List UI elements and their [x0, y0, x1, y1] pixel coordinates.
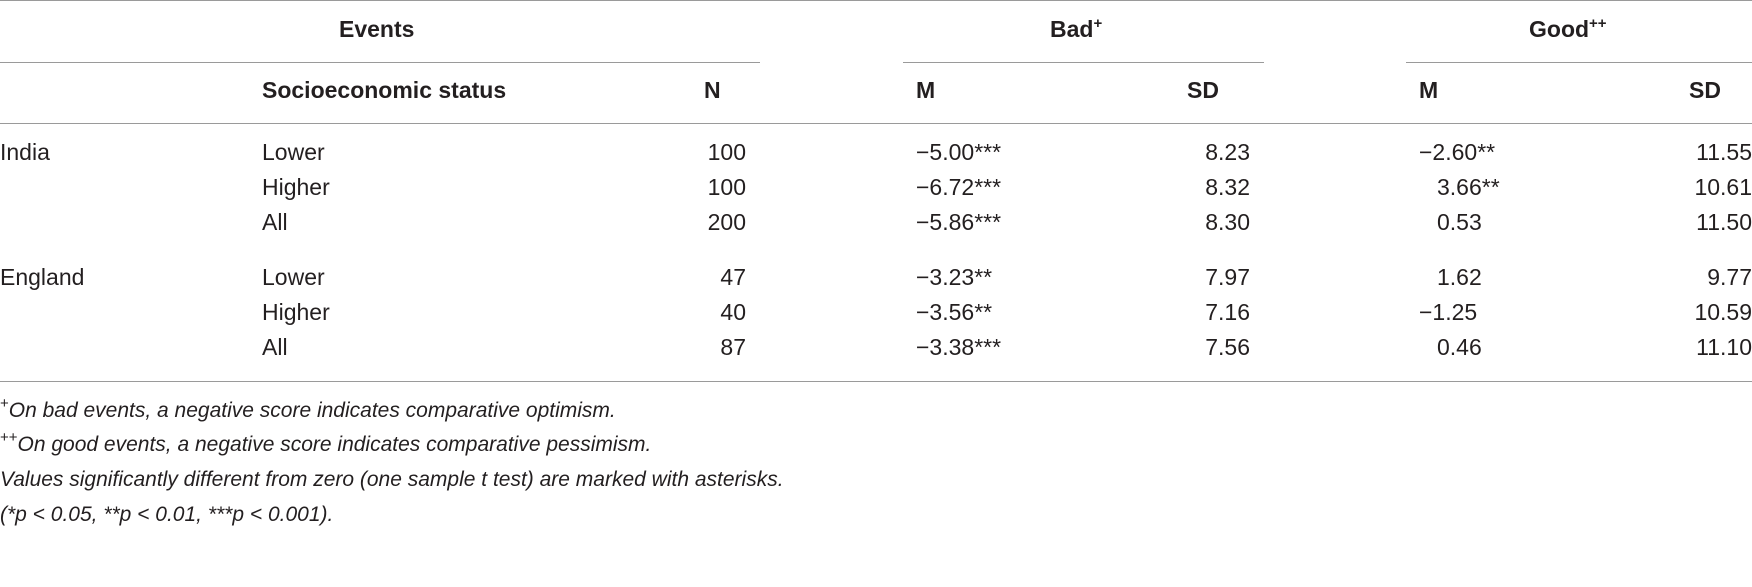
row-ses: All: [262, 209, 288, 235]
row-country: England: [0, 264, 85, 290]
row-n: 100: [707, 139, 746, 165]
row-good-sd: 9.77: [1707, 264, 1752, 290]
column-header-n: N: [704, 77, 721, 103]
row-bad-m: −6.72***: [916, 174, 1002, 200]
row-good-sd: 11.10: [1696, 334, 1752, 360]
row-bad-sd: 8.30: [1205, 209, 1250, 235]
row-good-m: 3.66**: [1437, 174, 1500, 200]
table-top-rule: [0, 0, 1752, 1]
header-bottom-rule: [0, 123, 1752, 124]
column-header-good-m: M: [1419, 77, 1439, 103]
row-bad-sd: 7.97: [1205, 264, 1250, 290]
row-good-sd: 10.61: [1694, 174, 1752, 200]
row-bad-sd: 7.56: [1205, 334, 1250, 360]
row-good-m: −2.60**: [1419, 139, 1496, 165]
column-header-ses: Socioeconomic status: [262, 77, 507, 103]
bad-underline: [903, 62, 1264, 63]
row-bad-m: −3.56**: [916, 299, 993, 325]
column-header-good-sd: SD: [1689, 77, 1721, 103]
row-bad-sd: 8.23: [1205, 139, 1250, 165]
row-ses: All: [262, 334, 288, 360]
row-n: 47: [720, 264, 746, 290]
row-n: 200: [707, 209, 746, 235]
row-good-m: 0.46: [1437, 334, 1482, 360]
row-good-m: 0.53: [1437, 209, 1482, 235]
group-header-bad: Bad+: [1050, 15, 1103, 42]
row-bad-m: −3.23**: [916, 264, 993, 290]
group-header-good: Good++: [1529, 15, 1607, 42]
footnote-significance: Values significantly different from zero…: [0, 468, 784, 491]
column-header-bad-sd: SD: [1187, 77, 1219, 103]
table-bottom-rule: [0, 381, 1752, 382]
group-header-events: Events: [339, 16, 415, 42]
row-ses: Lower: [262, 139, 325, 165]
row-n: 87: [720, 334, 746, 360]
footnote-good-events: ++On good events, a negative score indic…: [0, 429, 652, 456]
row-ses: Lower: [262, 264, 325, 290]
events-underline: [0, 62, 760, 63]
row-good-m: 1.62: [1437, 264, 1482, 290]
row-good-sd: 11.55: [1696, 139, 1752, 165]
row-n: 100: [707, 174, 746, 200]
row-good-sd: 11.50: [1696, 209, 1752, 235]
row-bad-m: −3.38***: [916, 334, 1002, 360]
row-ses: Higher: [262, 299, 330, 325]
row-ses: Higher: [262, 174, 330, 200]
row-bad-sd: 7.16: [1205, 299, 1250, 325]
row-bad-sd: 8.32: [1205, 174, 1250, 200]
row-good-m: −1.25: [1419, 299, 1478, 325]
good-underline: [1406, 62, 1752, 63]
footnote-p-values: (*p < 0.05, **p < 0.01, ***p < 0.001).: [0, 503, 334, 526]
row-good-sd: 10.59: [1694, 299, 1752, 325]
row-country: India: [0, 139, 50, 165]
row-bad-m: −5.86***: [916, 209, 1002, 235]
footnote-bad-events: +On bad events, a negative score indicat…: [0, 395, 616, 422]
column-header-bad-m: M: [916, 77, 936, 103]
row-n: 40: [720, 299, 746, 325]
row-bad-m: −5.00***: [916, 139, 1002, 165]
